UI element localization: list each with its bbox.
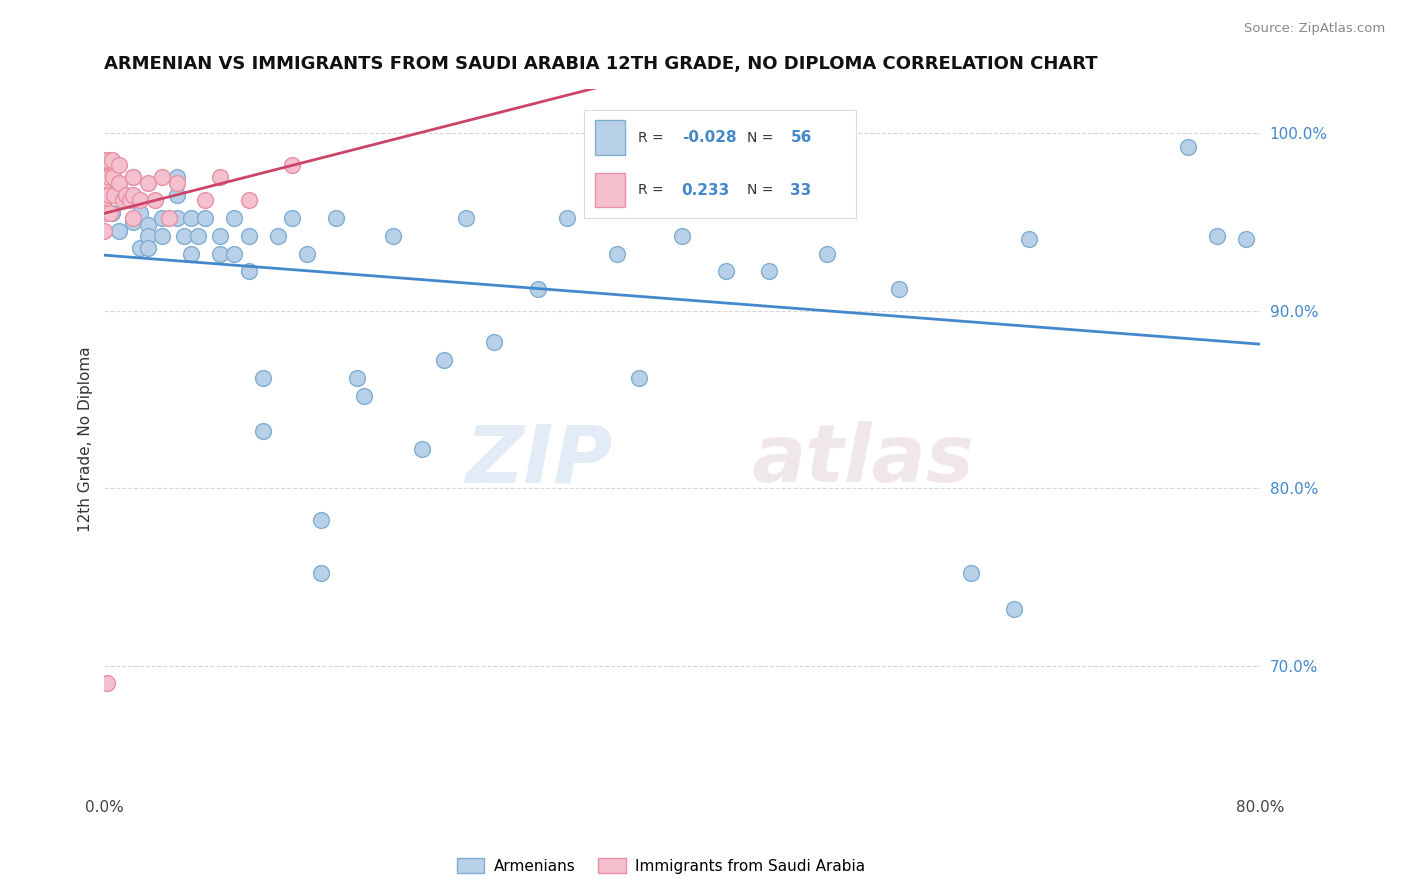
Point <box>555 211 578 226</box>
Point <box>627 371 650 385</box>
Point <box>815 246 838 260</box>
Point <box>93 153 115 167</box>
Point <box>166 211 188 226</box>
Point <box>208 246 231 260</box>
Point <box>194 194 217 208</box>
Point <box>150 229 173 244</box>
Point <box>129 241 152 255</box>
Point <box>1018 232 1040 246</box>
Point <box>122 170 145 185</box>
Point <box>96 153 118 167</box>
Point <box>1177 140 1199 154</box>
Point <box>382 229 405 244</box>
Text: ZIP: ZIP <box>465 421 613 500</box>
Point <box>208 229 231 244</box>
Point <box>758 264 780 278</box>
Text: ARMENIAN VS IMMIGRANTS FROM SAUDI ARABIA 12TH GRADE, NO DIPLOMA CORRELATION CHAR: ARMENIAN VS IMMIGRANTS FROM SAUDI ARABIA… <box>104 55 1098 73</box>
Point <box>295 246 318 260</box>
Point <box>136 241 159 255</box>
Point <box>120 194 142 208</box>
Point <box>108 158 131 172</box>
Point <box>411 442 433 456</box>
Y-axis label: 12th Grade, No Diploma: 12th Grade, No Diploma <box>79 346 93 532</box>
Point <box>180 246 202 260</box>
Point <box>96 676 118 690</box>
Legend: Armenians, Immigrants from Saudi Arabia: Armenians, Immigrants from Saudi Arabia <box>451 852 870 880</box>
Point <box>103 188 125 202</box>
Point <box>93 194 115 208</box>
Point <box>1004 601 1026 615</box>
Point <box>97 188 120 202</box>
Point <box>100 153 122 167</box>
Point <box>166 176 188 190</box>
Point <box>136 219 159 233</box>
Point <box>606 246 628 260</box>
Point <box>93 206 115 220</box>
Point <box>281 211 304 226</box>
Point <box>93 176 115 190</box>
Point <box>224 246 246 260</box>
Point <box>309 566 332 581</box>
Point <box>122 215 145 229</box>
Point <box>526 282 548 296</box>
Point <box>97 170 120 185</box>
Point <box>115 188 138 202</box>
Point <box>671 229 693 244</box>
Point <box>93 224 115 238</box>
Point <box>157 211 180 226</box>
Point <box>108 176 131 190</box>
Point <box>122 170 145 185</box>
Point <box>122 211 145 226</box>
Point <box>433 353 456 368</box>
Point <box>267 229 290 244</box>
Point <box>238 229 260 244</box>
Point <box>887 282 910 296</box>
Point <box>93 170 115 185</box>
Point <box>484 335 506 350</box>
Point <box>238 264 260 278</box>
Point <box>108 188 131 202</box>
Point <box>150 211 173 226</box>
Point <box>1205 229 1227 244</box>
Point <box>346 371 368 385</box>
Point <box>180 211 202 226</box>
Point <box>122 188 145 202</box>
Point <box>129 194 152 208</box>
Point <box>166 188 188 202</box>
Point <box>252 424 274 438</box>
Point <box>112 194 135 208</box>
Point <box>309 513 332 527</box>
Point <box>173 229 195 244</box>
Point <box>166 170 188 185</box>
Point <box>100 206 122 220</box>
Text: Source: ZipAtlas.com: Source: ZipAtlas.com <box>1244 22 1385 36</box>
Point <box>129 206 152 220</box>
Point <box>108 224 131 238</box>
Point <box>136 229 159 244</box>
Point <box>143 194 166 208</box>
Point <box>1234 232 1257 246</box>
Point <box>224 211 246 226</box>
Point <box>187 229 209 244</box>
Point <box>98 206 121 220</box>
Point <box>238 194 260 208</box>
Point <box>208 170 231 185</box>
Point <box>150 170 173 185</box>
Point <box>454 211 477 226</box>
Point <box>960 566 983 581</box>
Point <box>101 170 124 185</box>
Point <box>194 211 217 226</box>
Point <box>136 176 159 190</box>
Point <box>281 158 304 172</box>
Point <box>252 371 274 385</box>
Point <box>93 188 115 202</box>
Text: atlas: atlas <box>752 421 974 500</box>
Point <box>353 389 375 403</box>
Point <box>714 264 737 278</box>
Point <box>325 211 347 226</box>
